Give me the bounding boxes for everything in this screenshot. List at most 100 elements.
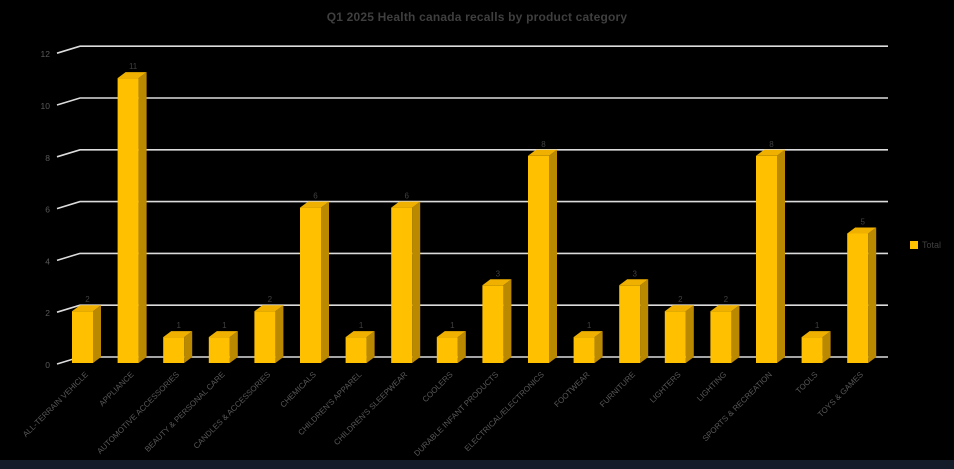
- bar-top-face: [208, 331, 238, 338]
- bar-value-label: 6: [404, 192, 409, 201]
- bar-front-face: [756, 155, 777, 363]
- bar-value-label: 3: [496, 269, 501, 278]
- bar-top-face: [619, 279, 649, 286]
- bar-value-label: 2: [678, 295, 683, 304]
- bar-front-face: [436, 337, 458, 363]
- bar-side-face: [822, 331, 831, 363]
- bar-front-face: [573, 337, 595, 363]
- bar-value-label: 5: [860, 218, 865, 227]
- bar-value-label: 1: [222, 321, 227, 330]
- grid-line: [56, 45, 888, 54]
- bar-front-face: [72, 311, 93, 363]
- bar-front-face: [254, 311, 276, 363]
- x-axis-category-label: CHILDREN'S SLEEPWEAR: [332, 370, 409, 447]
- bar-side-face: [685, 305, 694, 363]
- bar-top-face: [72, 305, 101, 312]
- bar-front-face: [847, 233, 869, 363]
- bar-top-face: [391, 201, 421, 208]
- bar-top-face: [163, 331, 193, 338]
- bar-side-face: [138, 72, 147, 363]
- footer-strip: [0, 460, 954, 469]
- bar-side-face: [640, 279, 649, 363]
- bar-side-face: [184, 331, 193, 363]
- bar-top-face: [117, 72, 147, 79]
- bar-side-face: [777, 149, 785, 363]
- x-axis-category-label: CANDLES & ACCESSORIES: [192, 370, 273, 451]
- bar-side-face: [275, 305, 284, 363]
- bar-front-face: [300, 207, 321, 363]
- x-axis-category-label: ELECTRICAL/ELECTRONICS: [463, 370, 546, 453]
- y-axis-tick-label: 8: [45, 153, 50, 163]
- bar-side-face: [457, 331, 466, 363]
- legend: Total: [910, 240, 941, 250]
- grid-line: [56, 252, 888, 262]
- bar-top-face: [436, 331, 466, 338]
- bar-side-face: [93, 305, 101, 363]
- bar-front-face: [208, 337, 230, 363]
- bar-front-face: [801, 337, 823, 363]
- bar-value-label: 3: [632, 269, 637, 278]
- bar-front-face: [619, 285, 641, 363]
- x-axis-category-label: DURABLE INFANT PRODUCTS: [412, 370, 500, 458]
- y-axis-tick-label: 4: [45, 256, 50, 266]
- grid-line: [56, 200, 888, 210]
- x-axis-category-label: FURNITURE: [598, 370, 637, 409]
- bar-value-label: 1: [359, 321, 364, 330]
- x-axis-category-label: ALL-TERRAIN VEHICLE: [21, 370, 90, 439]
- bar-top-face: [300, 201, 329, 208]
- bar-top-face: [573, 331, 603, 338]
- bar-side-face: [549, 149, 557, 363]
- bar-top-face: [847, 227, 877, 234]
- x-axis-category-label: COOLERS: [421, 370, 455, 404]
- bar-front-face: [391, 207, 413, 363]
- y-axis-tick-label: 6: [45, 205, 50, 215]
- bar-value-label: 2: [268, 295, 273, 304]
- bar-value-label: 8: [769, 140, 774, 149]
- bar-front-face: [163, 337, 185, 363]
- bar-top-face: [801, 331, 831, 338]
- grid-line: [56, 149, 888, 158]
- x-axis-category-label: TOYS & GAMES: [816, 370, 865, 419]
- bar-value-label: 1: [815, 321, 820, 330]
- legend-swatch-total: [910, 241, 918, 249]
- bar-side-face: [503, 279, 512, 363]
- bar-value-label: 1: [450, 321, 455, 330]
- y-axis-tick-label: 10: [41, 101, 51, 111]
- bar-side-face: [868, 227, 877, 363]
- chart-title: Q1 2025 Health canada recalls by product…: [326, 10, 628, 24]
- bar-top-face: [482, 279, 512, 286]
- bar-top-face: [664, 305, 694, 312]
- y-axis-tick-label: 12: [41, 49, 51, 59]
- bar-value-label: 1: [176, 321, 181, 330]
- x-axis-category-label: TOOLS: [794, 370, 819, 395]
- bar-top-face: [528, 149, 557, 156]
- bar-value-label: 6: [313, 192, 318, 201]
- bar-side-face: [229, 331, 238, 363]
- bar-side-face: [594, 331, 603, 363]
- bar-value-label: 1: [587, 321, 592, 330]
- x-axis-category-label: LIGHTERS: [648, 370, 683, 405]
- x-axis-category-label: FOOTWEAR: [552, 370, 591, 409]
- x-axis-category-label: AUTOMOTIVE ACCESSORIES: [95, 370, 181, 456]
- bar-side-face: [731, 305, 740, 363]
- bar-front-face: [482, 285, 504, 363]
- bar-front-face: [345, 337, 367, 363]
- legend-label-total: Total: [922, 240, 942, 250]
- bar-front-face: [664, 311, 686, 363]
- bar-value-label: 8: [541, 140, 546, 149]
- x-axis-category-label: BEAUTY & PERSONAL CARE: [143, 370, 227, 454]
- y-axis-tick-label: 0: [45, 360, 50, 370]
- bar-front-face: [710, 311, 732, 363]
- bar-top-face: [345, 331, 375, 338]
- x-axis-category-label: CHEMICALS: [279, 370, 318, 409]
- bar-side-face: [321, 201, 329, 363]
- bar-side-face: [412, 201, 421, 363]
- x-axis-category-label: APPLIANCE: [97, 370, 135, 408]
- bar-side-face: [366, 331, 375, 363]
- bar-front-face: [528, 155, 549, 363]
- bar-value-label: 2: [85, 295, 90, 304]
- bar-top-face: [254, 305, 284, 312]
- x-axis-category-label: LIGHTING: [695, 370, 728, 403]
